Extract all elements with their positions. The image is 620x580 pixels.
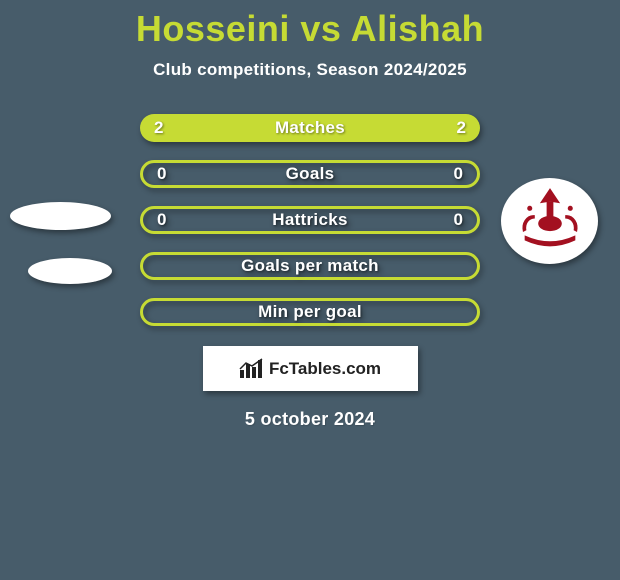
- logo-text: FcTables.com: [269, 359, 381, 379]
- logo-bars-icon: [239, 358, 265, 380]
- stat-value-left: 0: [157, 210, 166, 230]
- stat-row: Min per goal: [140, 298, 480, 326]
- logo-bold: Fc: [269, 359, 289, 378]
- club-badge-svg: [507, 183, 593, 259]
- infographic-date: 5 october 2024: [0, 409, 620, 430]
- stat-row: Goals 0 0: [140, 160, 480, 188]
- stat-label: Min per goal: [258, 302, 362, 322]
- stat-value-left: 0: [157, 164, 166, 184]
- stat-label: Goals: [286, 164, 335, 184]
- stat-value-right: 2: [457, 118, 466, 138]
- decor-ellipse: [10, 202, 111, 230]
- decor-ellipse: [28, 258, 112, 284]
- stat-label: Hattricks: [272, 210, 347, 230]
- club-badge: [501, 178, 598, 264]
- infographic-container: Hosseini vs Alishah Club competitions, S…: [0, 0, 620, 580]
- stat-row: Goals per match: [140, 252, 480, 280]
- stat-label: Goals per match: [241, 256, 379, 276]
- logo-rest: Tables.com: [289, 359, 381, 378]
- stat-value-right: 0: [454, 164, 463, 184]
- stat-row: Hattricks 0 0: [140, 206, 480, 234]
- stat-row: Matches 2 2: [140, 114, 480, 142]
- stat-value-right: 0: [454, 210, 463, 230]
- stat-value-left: 2: [154, 118, 163, 138]
- comparison-subtitle: Club competitions, Season 2024/2025: [0, 60, 620, 80]
- stat-label: Matches: [275, 118, 345, 138]
- comparison-title: Hosseini vs Alishah: [0, 0, 620, 50]
- fctables-logo-box: FcTables.com: [203, 346, 418, 391]
